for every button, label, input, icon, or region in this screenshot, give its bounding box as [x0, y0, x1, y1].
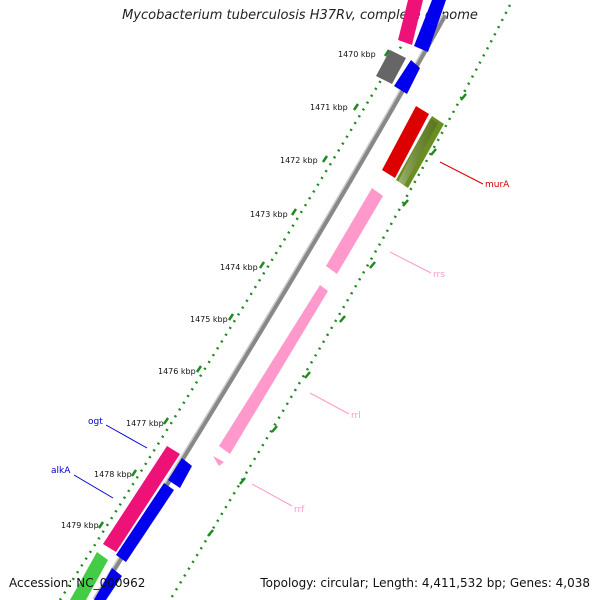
gene-blue-alkA-1[interactable]: [168, 458, 192, 488]
tick-label: 1474 kbp: [220, 263, 258, 272]
gene-rrl[interactable]: [219, 285, 328, 454]
genome-summary-text: Topology: circular; Length: 4,411,532 bp…: [260, 576, 590, 590]
gene-blue-top[interactable]: [414, 0, 446, 52]
tick-labels: 1470 kbp 1471 kbp 1472 kbp 1473 kbp 1474…: [61, 50, 376, 530]
inner-tick-ring: [58, 39, 407, 600]
gene-blue-bottom[interactable]: [94, 568, 122, 600]
gene-grey[interactable]: [376, 50, 406, 84]
alkA-leader: [73, 474, 114, 499]
tick-label: 1472 kbp: [280, 156, 318, 165]
rrf-leader: [251, 483, 293, 507]
rrl-leader: [309, 392, 350, 415]
outer-major-ticks: [207, 93, 467, 537]
rrs-leader: [389, 251, 432, 274]
gene-green-bottom[interactable]: [70, 552, 108, 600]
tick-label: 1471 kbp: [310, 103, 348, 112]
outer-tick-ring: [168, 4, 512, 600]
tick-label: 1476 kbp: [158, 367, 196, 376]
gene-label-alkA: alkA: [51, 466, 71, 476]
gene-alkA[interactable]: [116, 483, 174, 562]
tick-label: 1478 kbp: [94, 470, 132, 479]
tick-label: 1475 kbp: [190, 315, 228, 324]
gene-label-murA: murA: [485, 180, 510, 190]
map-title: Mycobacterium tuberculosis H37Rv, comple…: [122, 8, 478, 23]
gene-blue-small[interactable]: [394, 60, 420, 94]
gene-ogt[interactable]: [103, 446, 180, 552]
gene-pink-top[interactable]: [398, 0, 423, 45]
murA-leader: [439, 161, 484, 185]
gene-label-rrl: rrl: [351, 411, 361, 421]
tick-label: 1477 kbp: [126, 419, 164, 428]
tick-label: 1473 kbp: [250, 210, 288, 219]
tick-label: 1470 kbp: [338, 50, 376, 59]
gene-label-rrs: rrs: [433, 270, 445, 280]
gene-rrs[interactable]: [326, 188, 383, 274]
tick-label: 1479 kbp: [61, 521, 99, 530]
inner-major-ticks: [97, 49, 391, 529]
gene-label-rrf: rrf: [294, 505, 305, 515]
gene-rrf[interactable]: [213, 456, 224, 466]
accession-text: Accession: NC_000962: [9, 576, 146, 590]
gene-murA[interactable]: [382, 106, 429, 178]
ogt-leader: [105, 424, 148, 449]
gene-label-ogt: ogt: [88, 417, 103, 427]
